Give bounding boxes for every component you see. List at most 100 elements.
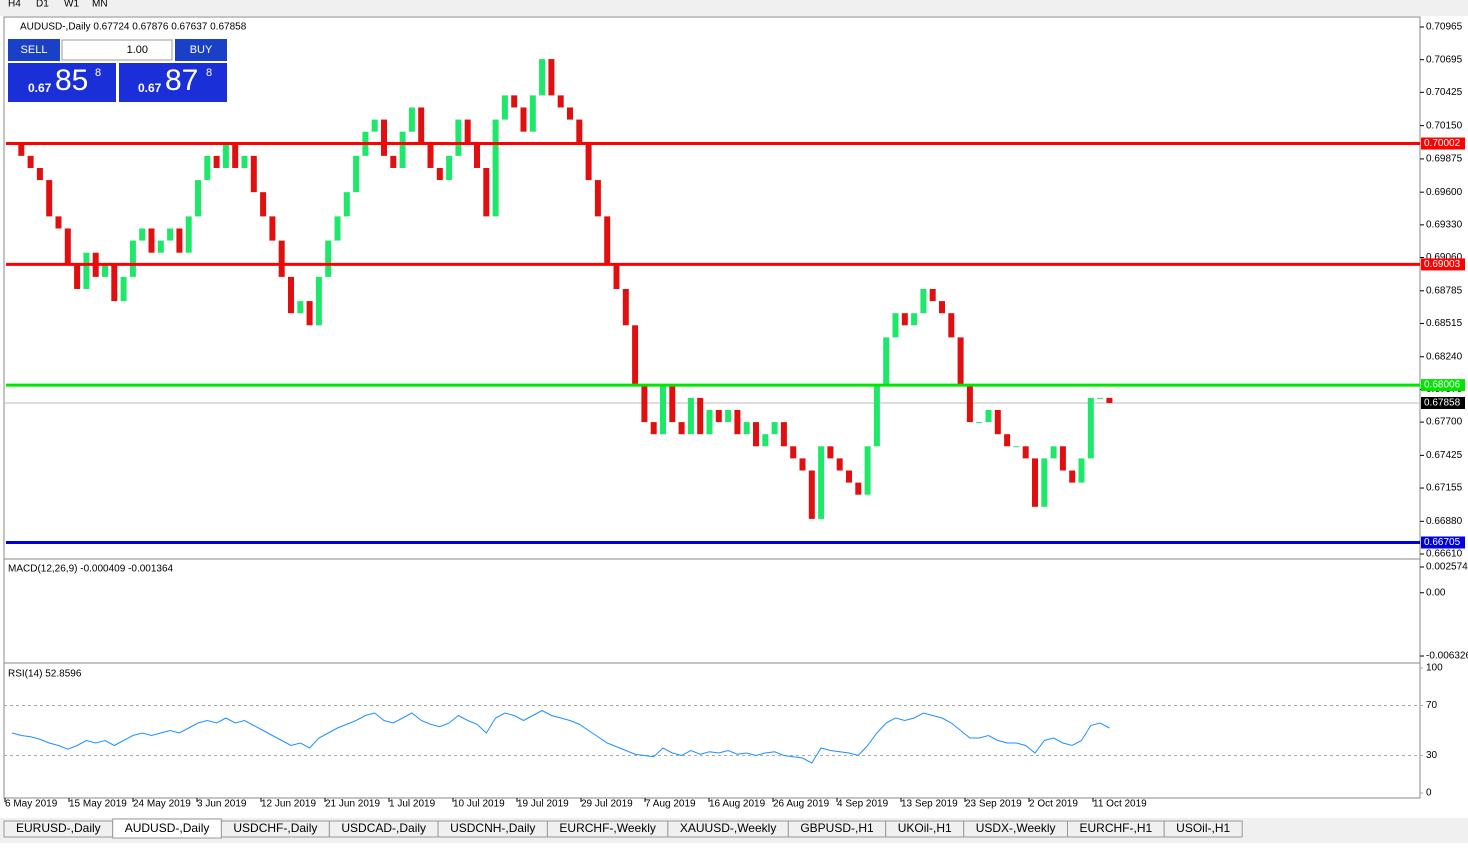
- tab[interactable]: [1163, 820, 1243, 838]
- rsi-label: RSI(14) 52.8596: [8, 669, 82, 680]
- candle: [883, 337, 890, 386]
- candle: [111, 264, 118, 302]
- price-tick-label: 0.67700: [1426, 417, 1463, 428]
- price-tick-label: 0.67425: [1426, 450, 1463, 461]
- candle: [873, 385, 880, 447]
- candle: [474, 143, 480, 168]
- date-label: 24 May 2019: [133, 799, 191, 810]
- candle: [604, 216, 611, 265]
- candle: [46, 180, 53, 217]
- tab-label[interactable]: USDCHF-,Daily: [233, 821, 317, 835]
- candle: [325, 240, 332, 277]
- date-label: 2 Oct 2019: [1029, 799, 1078, 810]
- chart-frame: [3, 16, 1421, 799]
- symbol-info: AUDUSD-,Daily 0.67724 0.67876 0.67637 0.…: [20, 22, 247, 33]
- tab-label[interactable]: GBPUSD-,H1: [800, 821, 874, 835]
- timeframe-button[interactable]: MN: [92, 0, 108, 10]
- candle: [548, 59, 555, 96]
- rsi-tick-label: 70: [1426, 700, 1438, 711]
- price-tick-label: 0.70150: [1426, 120, 1463, 131]
- candle: [399, 131, 406, 168]
- candle: [501, 95, 508, 120]
- candle: [808, 470, 815, 519]
- timeframe-button[interactable]: D1: [36, 0, 49, 10]
- buy-button[interactable]: [175, 39, 227, 61]
- candle: [167, 228, 174, 241]
- candle: [427, 143, 434, 168]
- candle: [725, 409, 732, 423]
- macd-tick-label: 0.002574: [1426, 562, 1468, 573]
- tab-label[interactable]: AUDUSD-,Daily: [125, 821, 210, 835]
- sell-price[interactable]: [8, 63, 116, 102]
- price-tick-label: 0.69060: [1426, 252, 1463, 263]
- candle: [920, 288, 927, 314]
- candle: [594, 180, 601, 217]
- candle: [911, 313, 918, 326]
- sell-button[interactable]: [8, 39, 60, 61]
- candle: [632, 325, 639, 386]
- timeframe-button[interactable]: H4: [8, 0, 21, 10]
- candle: [241, 155, 248, 168]
- buy-price[interactable]: [119, 63, 227, 102]
- candle: [539, 59, 546, 96]
- candle: [557, 95, 564, 108]
- tab-label[interactable]: XAUUSD-,Weekly: [680, 821, 776, 835]
- tab-label[interactable]: EURUSD-,Daily: [16, 821, 101, 835]
- tab-label[interactable]: USDCNH-,Daily: [450, 821, 535, 835]
- price-tick-label: 0.68240: [1426, 351, 1463, 362]
- date-label: 7 Aug 2019: [645, 799, 696, 810]
- candle: [1097, 397, 1104, 399]
- tab-label[interactable]: USDX-,Weekly: [976, 821, 1056, 835]
- lot-input[interactable]: [61, 39, 173, 61]
- candle: [836, 458, 843, 471]
- candle: [948, 313, 955, 338]
- sell-pips: 85: [55, 64, 88, 97]
- candle: [139, 228, 146, 241]
- candle: [204, 155, 211, 181]
- candle: [901, 313, 908, 326]
- candle: [1013, 446, 1020, 448]
- date-label: 4 Sep 2019: [837, 799, 889, 810]
- candle: [613, 264, 620, 289]
- level-label-bg: [1421, 379, 1465, 392]
- candle: [939, 301, 945, 314]
- candle: [520, 107, 527, 132]
- date-label: 10 Jul 2019: [453, 799, 505, 810]
- tab-label[interactable]: USDCAD-,Daily: [341, 821, 426, 835]
- candle: [567, 107, 573, 120]
- price-tick-label: 0.69600: [1426, 187, 1463, 198]
- candle: [371, 119, 378, 132]
- candle: [1106, 397, 1113, 403]
- tab-label[interactable]: USOil-,H1: [1176, 821, 1230, 835]
- tab-label[interactable]: UKOil-,H1: [898, 821, 952, 835]
- date-label: 23 Sep 2019: [965, 799, 1022, 810]
- candle: [213, 155, 220, 168]
- buy-frac: 8: [206, 67, 212, 79]
- candle: [1050, 446, 1057, 459]
- candle: [390, 155, 397, 168]
- candle: [250, 155, 257, 193]
- candle: [706, 409, 713, 435]
- timeframe-button[interactable]: W1: [64, 0, 79, 10]
- candle: [288, 276, 294, 314]
- candle: [827, 446, 834, 459]
- candle: [957, 337, 964, 386]
- toolbar: [0, 0, 1468, 16]
- tab-label[interactable]: EURCHF-,Weekly: [559, 821, 655, 835]
- candle: [297, 301, 304, 314]
- price-tick-label: 0.68515: [1426, 318, 1463, 329]
- date-label: 13 Sep 2019: [901, 799, 958, 810]
- candle: [455, 119, 462, 156]
- tab-label[interactable]: EURCHF-,H1: [1080, 821, 1153, 835]
- date-label: 16 Aug 2019: [709, 799, 766, 810]
- candle: [18, 143, 25, 156]
- candle: [715, 409, 722, 423]
- macd-tick-label: -0.006326: [1426, 651, 1468, 662]
- level-label: 0.69003: [1424, 259, 1461, 270]
- price-tick-label: 0.66610: [1426, 549, 1463, 560]
- candle: [511, 95, 518, 108]
- candle: [55, 216, 62, 229]
- candle: [381, 119, 387, 156]
- candle: [985, 409, 992, 423]
